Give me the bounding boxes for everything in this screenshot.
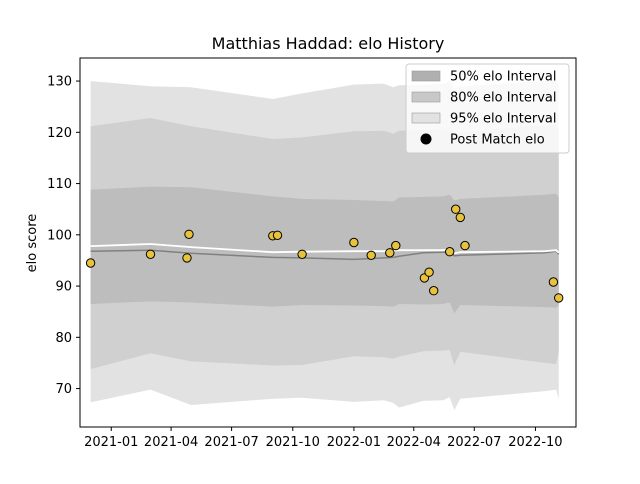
legend-swatch <box>411 91 441 103</box>
post-match-elo-point <box>366 250 376 261</box>
x-tick-label: 2021-01 <box>84 435 138 450</box>
legend-label: 50% elo Interval <box>450 70 557 85</box>
x-tick-label: 2021-10 <box>266 435 320 450</box>
y-tick-label: 90 <box>55 280 72 295</box>
median-elo-line <box>90 249 560 261</box>
post-match-elo-point <box>460 240 470 251</box>
post-match-elo-point <box>424 267 434 277</box>
post-match-elo-point <box>429 286 439 296</box>
legend-label: 95% elo Interval <box>450 112 557 127</box>
post-match-elo-point <box>455 212 465 223</box>
post-match-elo-point <box>548 277 559 287</box>
post-match-elo-point <box>554 293 564 303</box>
legend-marker <box>420 133 432 145</box>
plot-area <box>85 80 564 411</box>
post-match-elo-point <box>184 229 194 240</box>
legend-swatch <box>411 112 441 124</box>
band-50-interval <box>90 186 559 314</box>
x-tick-label: 2022-10 <box>508 435 562 450</box>
post-match-elo-point <box>85 258 96 268</box>
post-match-elo-point <box>385 248 395 258</box>
legend-box <box>405 63 570 154</box>
legend: 50% elo Interval 80% elo Interval 95% elo … <box>405 63 570 154</box>
x-tick-label: 2022-07 <box>447 435 501 450</box>
post-match-elo-point <box>145 249 156 260</box>
y-tick-label: 70 <box>55 382 72 397</box>
y-axis-label: elo score <box>25 214 40 273</box>
mean-elo-line <box>90 243 560 255</box>
x-tick-label: 2021-04 <box>144 435 198 450</box>
x-tick-label: 2022-04 <box>387 435 441 450</box>
post-match-elo-point <box>451 204 461 214</box>
y-tick-label: 110 <box>47 177 72 192</box>
post-match-elo-point <box>445 247 455 257</box>
post-match-elo-point <box>182 253 192 263</box>
y-tick-label: 120 <box>47 126 72 141</box>
plot-frame <box>79 57 577 428</box>
post-match-elo-point <box>391 240 401 251</box>
post-match-elo-point <box>272 230 283 241</box>
legend-swatch <box>411 70 441 82</box>
y-tick-label: 130 <box>47 75 72 90</box>
post-match-elo-point <box>349 237 359 248</box>
legend-label: 80% elo Interval <box>450 91 557 106</box>
post-match-elo-point <box>297 249 307 260</box>
x-tick-label: 2021-07 <box>204 435 258 450</box>
x-tick-label: 2022-01 <box>327 435 381 450</box>
y-tick-label: 80 <box>55 331 72 346</box>
axes: 70 80 90 100 110 120 130 2021-01 2021-04 2021-07 2… <box>47 57 577 450</box>
legend-label: Post Match elo <box>450 133 545 148</box>
y-tick-label: 100 <box>47 228 72 243</box>
chart-title: Matthias Haddad: elo History <box>212 34 445 53</box>
